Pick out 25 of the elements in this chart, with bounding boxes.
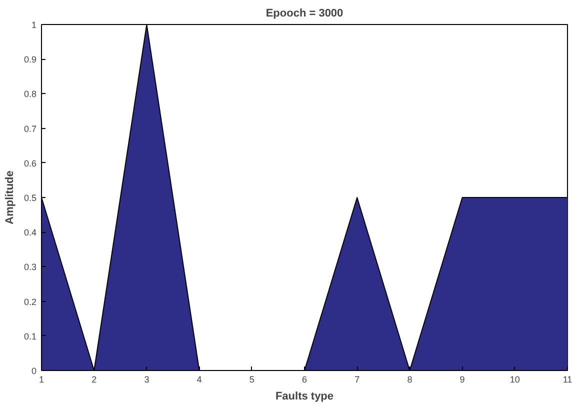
y-tick-label: 0.9 [24, 54, 37, 65]
y-tick-label: 0.3 [24, 262, 37, 272]
y-axis-title: Amplitude [4, 170, 16, 224]
y-tick-label: 1 [31, 20, 37, 30]
x-tick-label: 10 [510, 374, 520, 384]
y-tick-label: 0.8 [24, 89, 37, 100]
x-tick-label: 6 [302, 374, 308, 384]
x-tick-label: 8 [407, 374, 412, 384]
y-tick-label: 0.6 [24, 158, 37, 168]
y-tick-label: 0.1 [24, 331, 37, 342]
x-tick-label: 2 [92, 374, 97, 384]
x-tick-label: 4 [196, 374, 202, 384]
chart-title: Epooch = 3000 [266, 8, 344, 20]
x-tick-label: 1 [38, 374, 44, 384]
x-axis-title: Faults type [275, 390, 334, 402]
y-tick-label: 0.5 [24, 193, 37, 203]
x-tick-label: 3 [144, 374, 150, 384]
y-tick-label: 0.2 [24, 296, 37, 307]
x-tick-label: 9 [460, 374, 465, 384]
y-tick-label: 0.4 [24, 228, 37, 238]
y-tick-label: 0.7 [24, 124, 37, 134]
y-tick-label: 0 [31, 366, 37, 376]
x-tick-label: 11 [562, 374, 572, 384]
x-tick-label: 5 [249, 374, 254, 384]
x-tick-label: 7 [354, 374, 360, 384]
